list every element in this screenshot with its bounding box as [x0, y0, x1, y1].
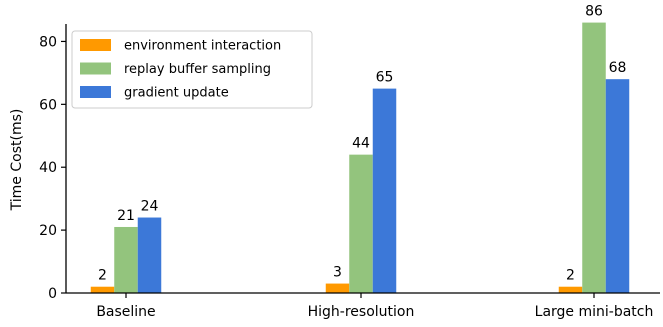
bar-replay-buffer-sampling-2 [582, 23, 606, 293]
data-label-replay-buffer-sampling-1: 44 [352, 136, 370, 152]
x-tick-label: High-resolution [308, 304, 415, 320]
data-label-gradient-update-0: 24 [141, 199, 159, 215]
data-label-replay-buffer-sampling-0: 21 [117, 208, 135, 224]
bar-environment-interaction-0 [91, 287, 115, 293]
legend: environment interaction replay buffer sam… [72, 31, 312, 108]
data-label-environment-interaction-1: 3 [333, 265, 342, 281]
y-tick-label: 40 [39, 160, 57, 176]
data-label-environment-interaction-2: 2 [566, 268, 575, 284]
x-tick-label: Large mini-batch [535, 304, 654, 320]
legend-label: replay buffer sampling [124, 62, 271, 77]
data-label-gradient-update-2: 68 [609, 60, 627, 76]
x-tick-label: Baseline [96, 304, 155, 320]
legend-swatch [80, 63, 111, 75]
y-tick-label: 80 [39, 34, 57, 50]
bar-replay-buffer-sampling-1 [349, 155, 373, 293]
data-label-gradient-update-1: 65 [376, 70, 394, 86]
bar-replay-buffer-sampling-0 [114, 227, 138, 293]
bar-gradient-update-1 [373, 89, 397, 293]
legend-swatch [80, 86, 111, 98]
legend-swatch [80, 39, 111, 51]
bar-gradient-update-0 [138, 218, 162, 293]
bar-gradient-update-2 [606, 79, 630, 293]
legend-label: environment interaction [124, 39, 281, 54]
data-label-replay-buffer-sampling-2: 86 [585, 4, 603, 20]
bar-environment-interaction-2 [559, 287, 583, 293]
y-axis-title: Time Cost(ms) [9, 109, 25, 212]
y-tick-label: 0 [48, 286, 57, 302]
y-tick-label: 20 [39, 223, 57, 239]
bar-environment-interaction-1 [326, 284, 350, 293]
legend-label: gradient update [124, 86, 229, 101]
data-label-environment-interaction-0: 2 [98, 268, 107, 284]
x-ticks: Baseline High-resolution Large mini-batch [96, 293, 653, 320]
y-ticks: 0 20 40 60 80 [39, 34, 66, 302]
y-tick-label: 60 [39, 97, 57, 113]
